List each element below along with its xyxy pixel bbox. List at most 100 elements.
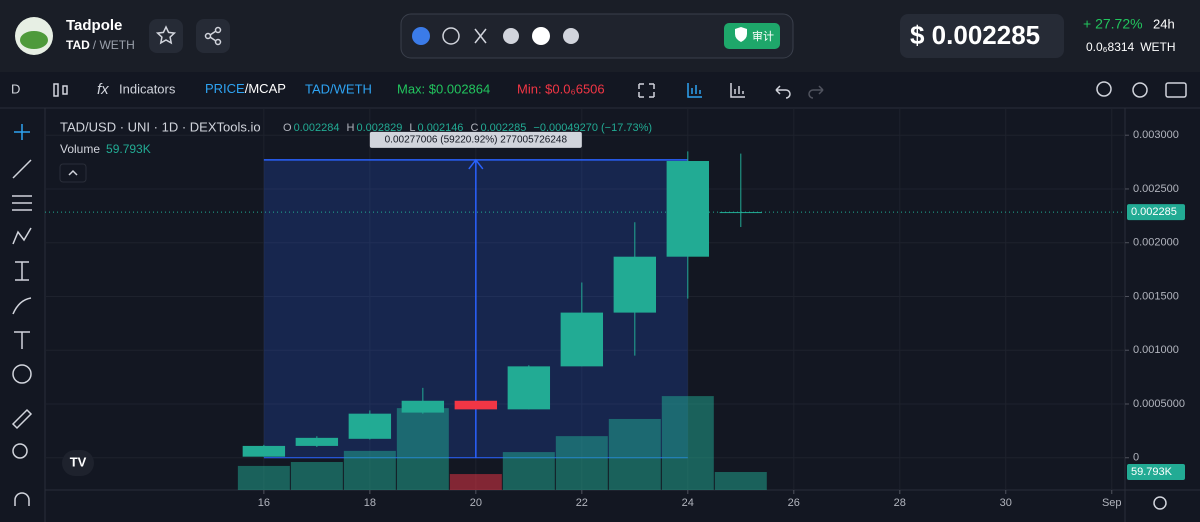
candle-body [560, 312, 604, 367]
measure-tool[interactable] [15, 261, 29, 281]
share-button[interactable] [196, 19, 230, 53]
y-tick-label: 0.001500 [1133, 290, 1179, 302]
mcap-option[interactable]: /MCAP [245, 81, 286, 96]
audit-label: 审计 [752, 29, 774, 43]
crosshair-tool[interactable] [14, 124, 30, 140]
website-link[interactable] [412, 27, 430, 45]
interval-button[interactable]: D [11, 81, 20, 96]
volume-legend: Volume 59.793K [60, 142, 151, 156]
drawing-tools [11, 124, 33, 506]
y-tick-label: 0.002500 [1133, 183, 1179, 195]
candle-body [666, 161, 710, 257]
fx-icon: fx [97, 81, 109, 98]
tv-logo [62, 450, 94, 476]
x-link[interactable] [474, 28, 487, 44]
candle-body [242, 445, 286, 457]
fib-tool[interactable] [12, 195, 32, 211]
undo-icon[interactable] [775, 85, 791, 99]
fullscreen-icon[interactable] [638, 83, 655, 98]
share-icon [204, 26, 222, 46]
snapshot-icon[interactable] [1165, 82, 1187, 98]
telegram-link[interactable] [503, 28, 519, 44]
settings-icon[interactable] [1132, 82, 1148, 98]
pair-toggle[interactable]: TAD/WETH [305, 81, 372, 96]
brush-tool[interactable] [12, 297, 32, 315]
x-tick-label: 20 [470, 497, 482, 509]
open-value: 0.002284 [294, 122, 340, 134]
chart-title: TAD/USD · UNI · 1D · DEXTools.io [60, 119, 261, 134]
token-name: Tadpole [66, 17, 122, 34]
candle-body [719, 212, 762, 214]
compare-icon[interactable] [730, 83, 745, 98]
links-bar [400, 13, 794, 59]
x-tick-label: 24 [682, 497, 694, 509]
collapse-icon [68, 169, 78, 176]
collapse-button[interactable] [59, 163, 87, 183]
globe-link[interactable] [442, 27, 460, 45]
candle-body [454, 400, 498, 410]
trendline-tool[interactable] [12, 159, 32, 179]
magnet-tool[interactable] [14, 492, 30, 506]
volume-bar [290, 462, 343, 490]
open-label: O [283, 122, 292, 134]
x-tick-label: 30 [1000, 497, 1012, 509]
emoji-tool[interactable] [12, 364, 32, 384]
x-tick-label: Sep [1102, 497, 1122, 509]
price-box [900, 14, 1064, 58]
alert-icon[interactable] [1096, 81, 1112, 97]
volume-bar [237, 465, 290, 490]
token-logo-art [20, 31, 48, 49]
axis-settings-icon[interactable] [1153, 496, 1167, 510]
x-tick-label: 28 [894, 497, 906, 509]
volume-tag-label: 59.793K [1131, 466, 1173, 478]
close-value: 0.002285 [480, 122, 526, 134]
indicators-button[interactable]: Indicators [119, 81, 176, 96]
x-tick-label: 22 [576, 497, 588, 509]
low-label: L [409, 122, 415, 134]
price-option[interactable]: PRICE [205, 81, 245, 96]
app-link[interactable] [532, 27, 550, 45]
close-label: C [471, 122, 479, 134]
volume-tag [1127, 464, 1185, 481]
native-unit: WETH [1140, 40, 1175, 54]
ruler-tool[interactable] [11, 408, 33, 430]
volume-bar [502, 452, 555, 490]
low-value: 0.002146 [418, 122, 464, 134]
y-tick-label: 0.002000 [1133, 237, 1179, 249]
candle-body [348, 413, 392, 439]
candle-body [507, 366, 551, 410]
x-tick-label: 18 [364, 497, 376, 509]
favorite-button[interactable] [149, 19, 183, 53]
redo-icon[interactable] [808, 85, 824, 99]
high-label: H [347, 122, 355, 134]
volume-value: 59.793K [106, 142, 151, 156]
y-tick-label: 0 [1133, 452, 1139, 464]
zoom-tool[interactable] [12, 443, 28, 459]
y-tick-label: 0.0005000 [1133, 398, 1185, 410]
candle-body [295, 437, 339, 446]
chart-style-icon[interactable] [53, 83, 68, 97]
price-tag [1127, 204, 1185, 221]
change-value: −0.00049270 (−17.73%) [533, 122, 652, 134]
audit-shield [735, 27, 747, 42]
price-tag-label: 0.002285 [1131, 206, 1177, 218]
pattern-tool[interactable] [12, 227, 32, 245]
more-links[interactable] [563, 28, 579, 44]
volume-bar [608, 418, 661, 490]
bars-icon[interactable] [687, 83, 702, 98]
candle-body [401, 400, 445, 413]
token-price: $ 0.002285 [910, 20, 1040, 50]
y-tick-label: 0.003000 [1133, 129, 1179, 141]
volume-bar [396, 408, 449, 490]
max-price: Max: $0.002864 [397, 81, 490, 96]
price-mcap-toggle[interactable]: PRICE/MCAP [205, 81, 286, 96]
x-tick-label: 26 [788, 497, 800, 509]
volume-bar [714, 472, 767, 490]
measure-label: 0.00277006 (59220.92%) 277005726248 [385, 135, 568, 146]
text-tool[interactable] [14, 331, 30, 349]
volume-name: Volume [60, 142, 100, 156]
volume-bar [555, 436, 608, 490]
price-change: + 27.72% [1083, 16, 1143, 32]
ohlc-legend: O 0.002284 H 0.002829 L 0.002146 C 0.002285 … [283, 122, 652, 134]
